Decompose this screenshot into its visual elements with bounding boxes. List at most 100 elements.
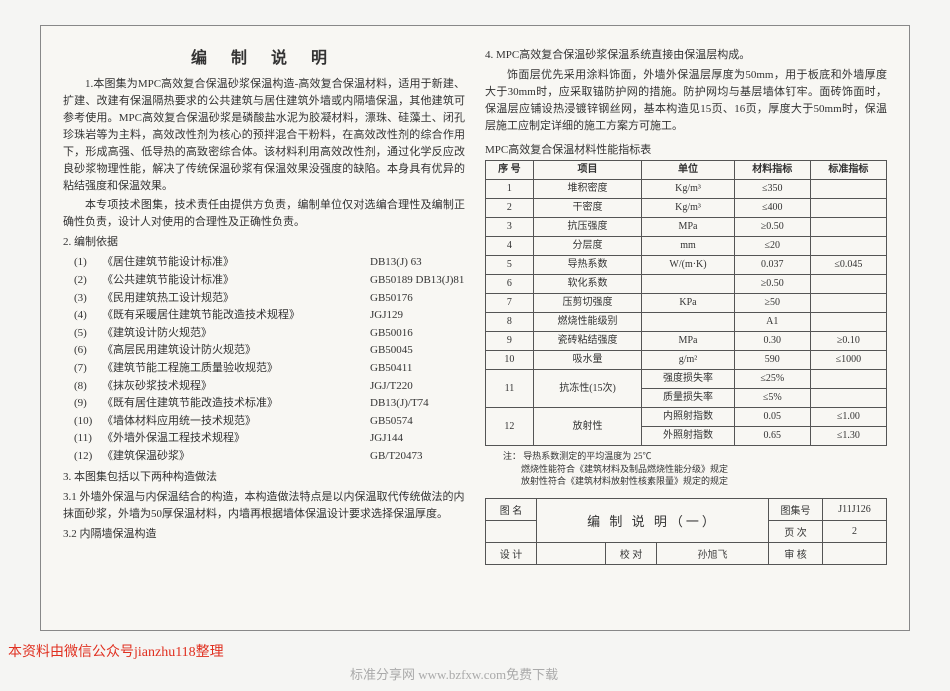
table-cell: 瓷砖粘结强度 bbox=[533, 332, 642, 351]
table-cell bbox=[810, 275, 886, 294]
table-header: 单位 bbox=[642, 161, 734, 180]
table-cell: 0.30 bbox=[734, 332, 810, 351]
table-cell: W/(m·K) bbox=[642, 256, 734, 275]
table-cell: Kg/m³ bbox=[642, 199, 734, 218]
table-cell: 0.037 bbox=[734, 256, 810, 275]
label-sheji: 设 计 bbox=[486, 543, 537, 565]
table-cell: 堆积密度 bbox=[533, 180, 642, 199]
std-name: 《建筑保温砂浆》 bbox=[102, 448, 370, 466]
table-cell: 6 bbox=[486, 275, 534, 294]
table-cell bbox=[642, 313, 734, 332]
table-cell: 10 bbox=[486, 351, 534, 370]
note-3: 放射性符合《建筑材料放射性核素限量》规定的规定 bbox=[521, 476, 728, 486]
std-name: 《公共建筑节能设计标准》 bbox=[102, 272, 370, 290]
table-cell: 590 bbox=[734, 351, 810, 370]
table-cell: ≤1000 bbox=[810, 351, 886, 370]
table-cell bbox=[810, 237, 886, 256]
label-jiaodui: 校 对 bbox=[606, 543, 657, 565]
std-code: JGJ/T220 bbox=[370, 378, 465, 396]
table-cell: 分层度 bbox=[533, 237, 642, 256]
standard-row: (4)《既有采暖居住建筑节能改造技术规程》JGJ129 bbox=[74, 307, 465, 325]
std-name: 《外墙外保温工程技术规程》 bbox=[102, 430, 370, 448]
table-cell bbox=[810, 313, 886, 332]
table-cell: 3 bbox=[486, 218, 534, 237]
table-cell: MPa bbox=[642, 218, 734, 237]
standard-row: (2)《公共建筑节能设计标准》GB50189 DB13(J)81 bbox=[74, 272, 465, 290]
standard-row: (7)《建筑节能工程施工质量验收规范》GB50411 bbox=[74, 360, 465, 378]
standards-list: (1)《居住建筑节能设计标准》DB13(J) 63(2)《公共建筑节能设计标准》… bbox=[74, 254, 465, 465]
table-cell: g/m² bbox=[642, 351, 734, 370]
left-column: 编 制 说 明 1.本图集为MPC高效复合保温砂浆保温构造-高效复合保温材料，适… bbox=[63, 44, 465, 612]
std-code: JGJ129 bbox=[370, 307, 465, 325]
label-yeci: 页 次 bbox=[769, 521, 823, 543]
table-cell: A1 bbox=[734, 313, 810, 332]
spec-table: 序 号项目单位材料指标标准指标1堆积密度Kg/m³≤3502干密度Kg/m³≤4… bbox=[485, 160, 887, 446]
para-1-1: 1.本图集为MPC高效复合保温砂浆保温构造-高效复合保温材料，适用于新建、扩建、… bbox=[63, 76, 465, 195]
table-cell: 4 bbox=[486, 237, 534, 256]
jiaodui-sig: 孙旭飞 bbox=[657, 543, 769, 565]
table-cell: ≥50 bbox=[734, 294, 810, 313]
standard-row: (1)《居住建筑节能设计标准》DB13(J) 63 bbox=[74, 254, 465, 272]
std-num: (1) bbox=[74, 254, 102, 272]
std-code: GB50189 DB13(J)81 bbox=[370, 272, 465, 290]
page-frame: 编 制 说 明 1.本图集为MPC高效复合保温砂浆保温构造-高效复合保温材料，适… bbox=[40, 25, 910, 631]
notes-prefix: 注： bbox=[503, 451, 521, 461]
table-cell: ≥0.10 bbox=[810, 332, 886, 351]
standard-row: (10)《墙体材料应用统一技术规范》GB50574 bbox=[74, 413, 465, 431]
std-code: GB50411 bbox=[370, 360, 465, 378]
para-1-2: 本专项技术图集，技术责任由提供方负责，编制单位仅对选编合理性及编制正确性负责，设… bbox=[63, 197, 465, 231]
table-cell: 干密度 bbox=[533, 199, 642, 218]
table-cell bbox=[810, 294, 886, 313]
table-cell: Kg/m³ bbox=[642, 180, 734, 199]
std-num: (4) bbox=[74, 307, 102, 325]
std-code: GB50045 bbox=[370, 342, 465, 360]
standard-row: (11)《外墙外保温工程技术规程》JGJ144 bbox=[74, 430, 465, 448]
table-cell: 抗压强度 bbox=[533, 218, 642, 237]
std-name: 《民用建筑热工设计规范》 bbox=[102, 290, 370, 308]
title-block: 图 名 编 制 说 明（一） 图集号 J11J126 页 次 2 设 计 校 对… bbox=[485, 498, 887, 565]
standard-row: (12)《建筑保温砂浆》GB/T20473 bbox=[74, 448, 465, 466]
std-num: (9) bbox=[74, 395, 102, 413]
note-1: 导热系数测定的平均温度为 25℃ bbox=[523, 451, 651, 461]
shenhe-sig bbox=[823, 543, 887, 565]
table-cell: ≤400 bbox=[734, 199, 810, 218]
table-cell bbox=[810, 199, 886, 218]
doc-title: 编 制 说 明 bbox=[63, 44, 465, 68]
std-name: 《高层民用建筑设计防火规范》 bbox=[102, 342, 370, 360]
table-cell: ≤0.045 bbox=[810, 256, 886, 275]
table-cell: 8 bbox=[486, 313, 534, 332]
std-name: 《墙体材料应用统一技术规范》 bbox=[102, 413, 370, 431]
section-2-heading: 2. 编制依据 bbox=[63, 234, 465, 251]
standard-row: (5)《建筑设计防火规范》GB50016 bbox=[74, 325, 465, 343]
std-code: DB13(J) 63 bbox=[370, 254, 465, 272]
note-2: 燃烧性能符合《建筑材料及制品燃烧性能分级》规定 bbox=[521, 464, 728, 474]
std-code: DB13(J)/T74 bbox=[370, 395, 465, 413]
standard-row: (9)《既有居住建筑节能改造技术标准》DB13(J)/T74 bbox=[74, 395, 465, 413]
label-tuming: 图 名 bbox=[486, 499, 537, 521]
std-code: GB50016 bbox=[370, 325, 465, 343]
table-cell: 软化系数 bbox=[533, 275, 642, 294]
table-header: 序 号 bbox=[486, 161, 534, 180]
section-3-2: 3.2 内隔墙保温构造 bbox=[63, 526, 465, 543]
table-header: 项目 bbox=[533, 161, 642, 180]
table-header: 材料指标 bbox=[734, 161, 810, 180]
table-cell: KPa bbox=[642, 294, 734, 313]
para-4-2: 饰面层优先采用涂料饰面，外墙外保温层厚度为50mm，用于板底和外墙厚度大于30m… bbox=[485, 67, 887, 135]
table-cell bbox=[810, 218, 886, 237]
std-code: JGJ144 bbox=[370, 430, 465, 448]
table-cell: 吸水量 bbox=[533, 351, 642, 370]
std-num: (12) bbox=[74, 448, 102, 466]
label-tujihao: 图集号 bbox=[769, 499, 823, 521]
std-name: 《建筑节能工程施工质量验收规范》 bbox=[102, 360, 370, 378]
table-cell: ≤20 bbox=[734, 237, 810, 256]
std-name: 《既有采暖居住建筑节能改造技术规程》 bbox=[102, 307, 370, 325]
table-cell: ≥0.50 bbox=[734, 218, 810, 237]
standard-row: (6)《高层民用建筑设计防火规范》GB50045 bbox=[74, 342, 465, 360]
std-num: (6) bbox=[74, 342, 102, 360]
table-cell: 5 bbox=[486, 256, 534, 275]
table-cell: 7 bbox=[486, 294, 534, 313]
standard-row: (8)《抹灰砂浆技术规程》JGJ/T220 bbox=[74, 378, 465, 396]
std-num: (10) bbox=[74, 413, 102, 431]
std-name: 《既有居住建筑节能改造技术标准》 bbox=[102, 395, 370, 413]
std-num: (5) bbox=[74, 325, 102, 343]
